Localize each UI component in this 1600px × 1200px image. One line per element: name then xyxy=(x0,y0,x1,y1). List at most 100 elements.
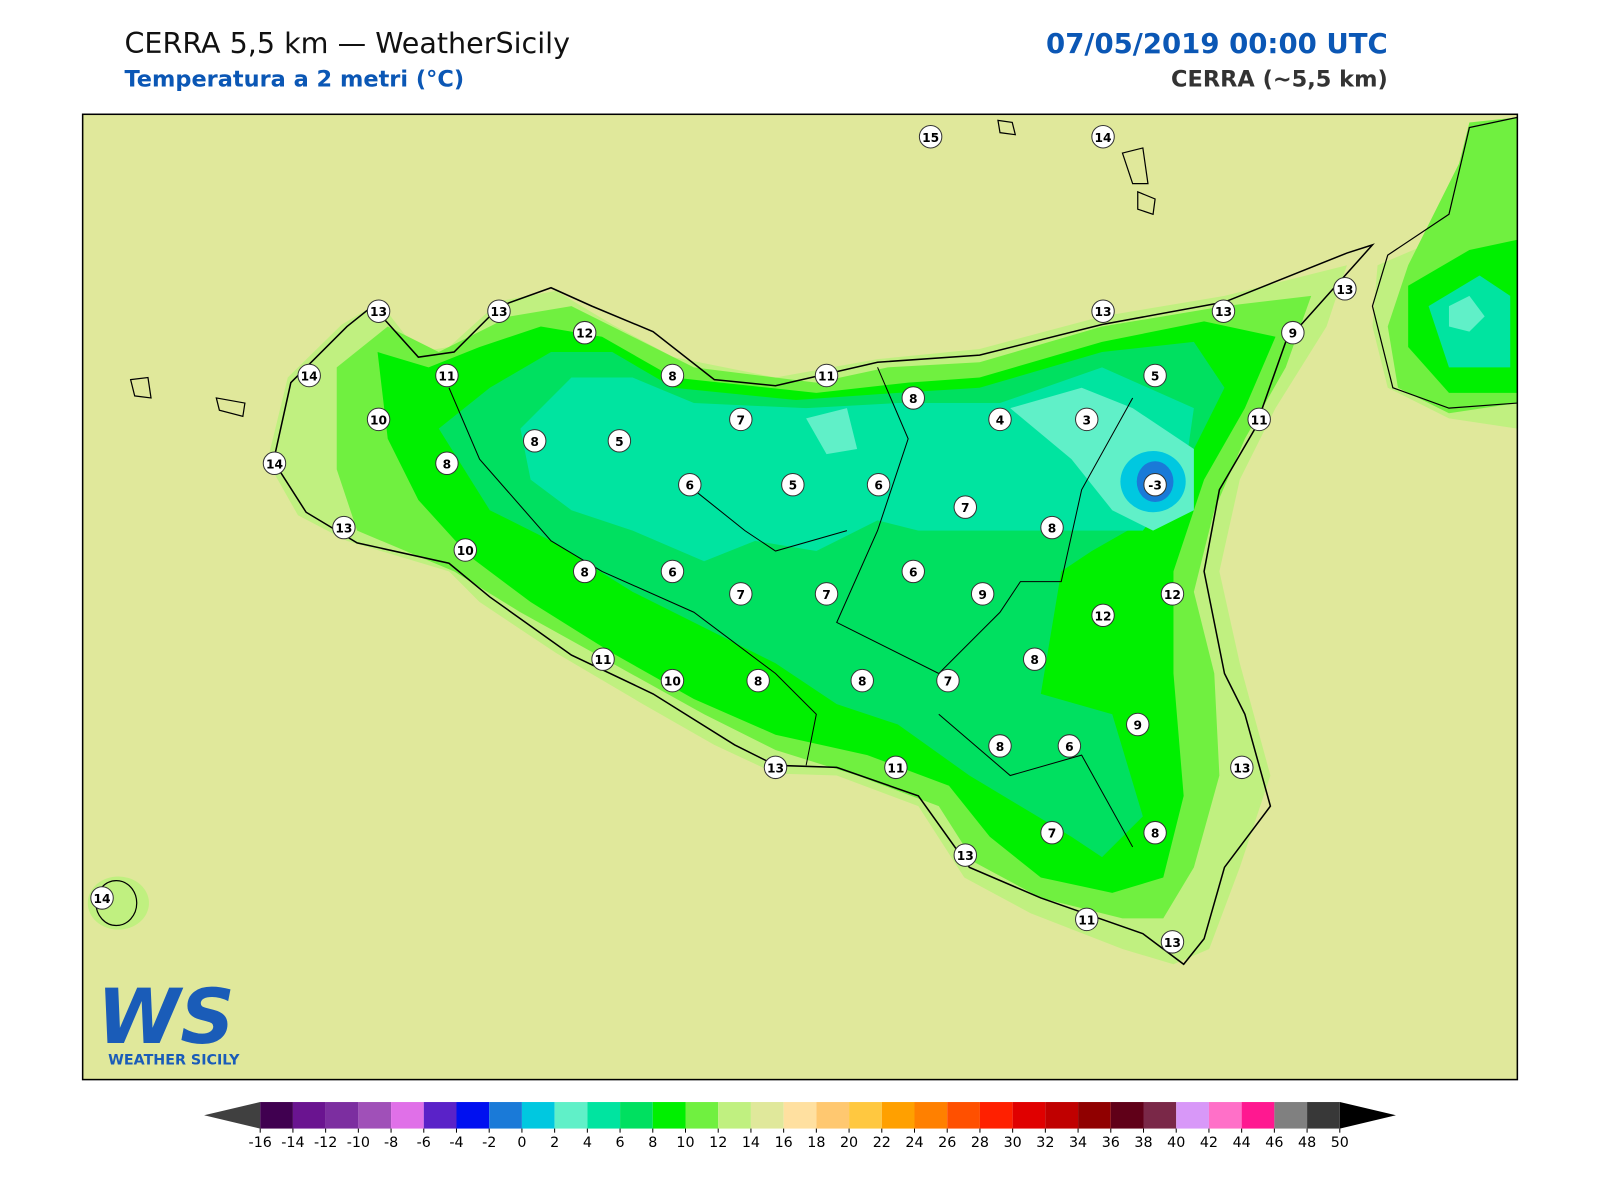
colorbar-label: 42 xyxy=(1200,1135,1218,1151)
model: CERRA (~5,5 km) xyxy=(1171,67,1388,93)
logo-mark: WS xyxy=(97,973,235,1061)
station-marker xyxy=(1211,299,1236,323)
colorbar-label: 24 xyxy=(905,1135,923,1151)
colorbar-bin xyxy=(881,1102,915,1129)
station-value: 8 xyxy=(530,435,539,449)
colorbar-bin xyxy=(325,1102,359,1129)
station-marker xyxy=(1040,820,1064,845)
station-value: 14 xyxy=(94,892,111,906)
colorbar-label: 6 xyxy=(616,1135,625,1151)
station-value: 6 xyxy=(668,565,677,579)
station-value: 8 xyxy=(909,392,918,406)
colorbar-bin xyxy=(1110,1102,1144,1129)
station-value: 12 xyxy=(1164,588,1181,602)
station-marker xyxy=(1160,930,1185,954)
station-marker xyxy=(1040,515,1064,540)
station-marker xyxy=(1126,712,1150,737)
colorbar-bin xyxy=(423,1102,457,1129)
colorbar-bin xyxy=(1241,1102,1275,1129)
station-value: 7 xyxy=(961,501,970,515)
station-value: 8 xyxy=(580,565,589,579)
station-marker xyxy=(814,363,839,388)
station-marker xyxy=(729,582,753,606)
station-marker xyxy=(1333,277,1357,301)
station-value: 7 xyxy=(822,588,831,602)
colorbar-bin xyxy=(521,1102,555,1129)
station-value: 8 xyxy=(1030,653,1039,667)
station-marker xyxy=(522,429,547,453)
colorbar-bin xyxy=(750,1102,784,1129)
colorbar-bin xyxy=(620,1102,653,1129)
logo-text: WEATHER SICILY xyxy=(108,1052,240,1068)
station-marker xyxy=(1160,582,1185,606)
colorbar-label: -6 xyxy=(417,1135,431,1151)
colorbar-label: 2 xyxy=(550,1135,559,1151)
station-value: 13 xyxy=(1215,305,1232,319)
station-marker xyxy=(918,125,943,149)
station-marker xyxy=(591,647,615,671)
colorbar-bin xyxy=(1045,1102,1079,1129)
station-marker xyxy=(746,668,770,693)
colorbar-bin xyxy=(914,1102,948,1129)
station-marker xyxy=(1281,320,1305,345)
colorbar-label: 18 xyxy=(807,1135,825,1151)
station-marker xyxy=(729,407,753,432)
station-marker xyxy=(435,451,459,475)
colorbar-label: -12 xyxy=(314,1135,337,1151)
station-value: 11 xyxy=(595,653,612,667)
subtitle: Temperatura a 2 metri (°C) xyxy=(124,67,464,93)
station-value: 12 xyxy=(576,327,593,341)
station-value: 5 xyxy=(615,435,624,449)
station-marker xyxy=(1022,647,1047,671)
colorbar-label: 4 xyxy=(583,1135,592,1151)
station-marker xyxy=(1091,125,1115,149)
station-marker xyxy=(297,363,321,388)
colorbar-label: 12 xyxy=(709,1135,727,1151)
station-value: 8 xyxy=(668,370,677,384)
colorbar-label: -8 xyxy=(384,1135,398,1151)
colorbar: -16 -14 -12 -10 -8 -6 -4 -2 0 2 4 6 8 10 12 14 16 18 20 22 2… xyxy=(204,1102,1396,1151)
station-value: 13 xyxy=(370,305,387,319)
station-marker xyxy=(850,668,874,693)
station-value: 9 xyxy=(1289,327,1298,341)
map-frame xyxy=(81,113,1519,1081)
station-marker xyxy=(262,451,287,475)
colorbar-bin xyxy=(292,1102,326,1129)
stations: 15 14 13 13 12 13 13 13 9 14 11 8 11 8 5 10 7 4 3 11 8 5 14 8 6 5… xyxy=(90,125,1357,954)
station-marker xyxy=(884,755,908,780)
station-value: 8 xyxy=(754,675,763,689)
colorbar-bin xyxy=(1208,1102,1242,1129)
colorbar-label: 30 xyxy=(1004,1135,1022,1151)
colorbar-label: 22 xyxy=(873,1135,891,1151)
colorbar-label: -14 xyxy=(281,1135,304,1151)
station-value: 7 xyxy=(737,413,746,427)
station-marker xyxy=(435,363,459,388)
station-marker xyxy=(607,429,632,453)
station-marker xyxy=(366,407,391,432)
station-marker xyxy=(660,668,685,693)
station-marker xyxy=(781,472,805,497)
station-value: 8 xyxy=(996,740,1005,754)
colorbar-bin xyxy=(1176,1102,1209,1129)
colorbar-bin xyxy=(1078,1102,1111,1129)
station-marker xyxy=(90,886,114,910)
station-marker xyxy=(1057,734,1082,758)
colorbar-bin xyxy=(718,1102,751,1129)
station-value: 13 xyxy=(1233,761,1250,775)
station-marker xyxy=(814,582,839,606)
station-value: 9 xyxy=(1133,719,1142,733)
station-marker xyxy=(953,843,978,867)
colorbar-label: 38 xyxy=(1134,1135,1152,1151)
colorbar-under xyxy=(204,1102,261,1129)
colorbar-label: 16 xyxy=(775,1135,793,1151)
station-marker xyxy=(936,668,960,693)
colorbar-bin xyxy=(685,1102,719,1129)
station-value: 13 xyxy=(1095,305,1112,319)
station-value: 7 xyxy=(944,675,953,689)
station-marker xyxy=(366,299,391,323)
colorbar-label: 40 xyxy=(1167,1135,1185,1151)
station-value: 10 xyxy=(664,675,681,689)
station-marker xyxy=(988,734,1012,758)
station-marker xyxy=(1230,755,1254,780)
